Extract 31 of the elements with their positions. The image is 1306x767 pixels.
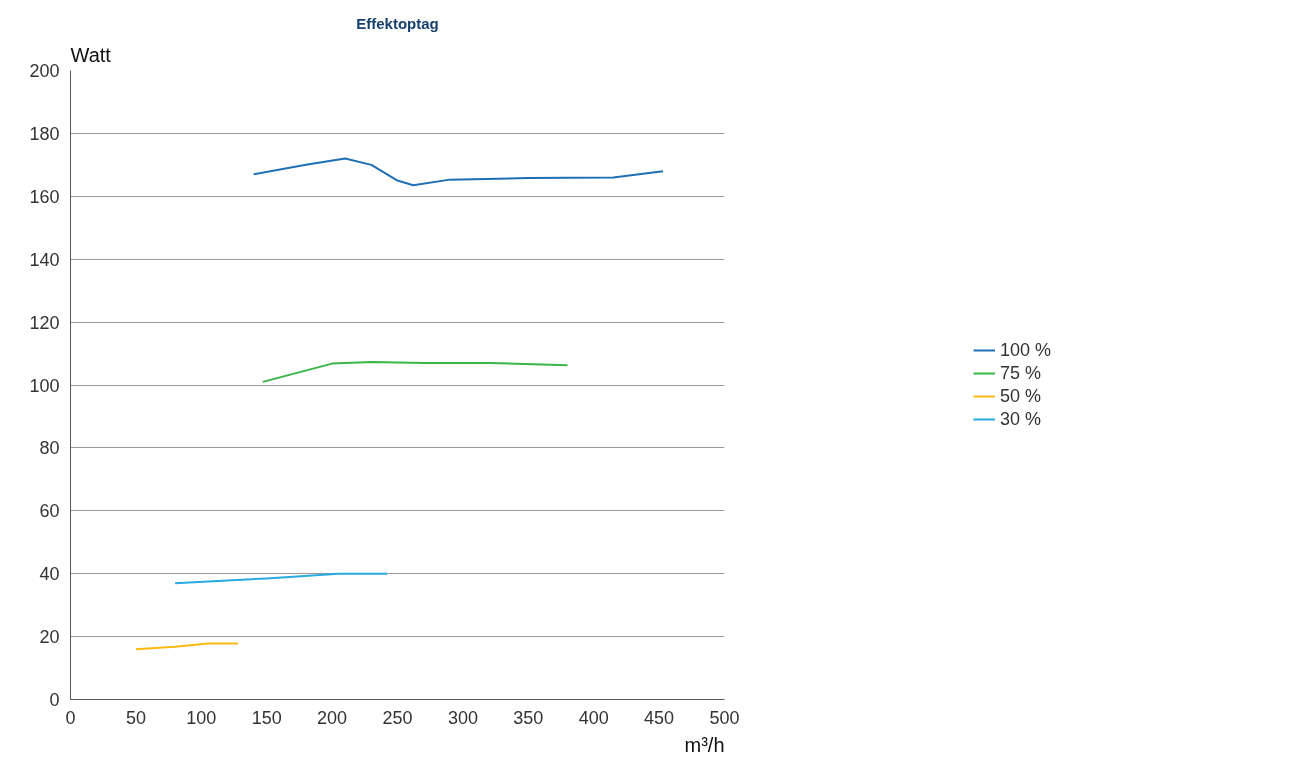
x-tick-label: 400: [578, 707, 609, 728]
x-tick-label: 50: [125, 707, 146, 728]
y-tick-label: 40: [39, 564, 60, 585]
legend-label: 30 %: [999, 408, 1042, 430]
y-tick-label: 80: [39, 438, 60, 459]
line-series: [252, 157, 665, 187]
x-tick-label: 100: [186, 707, 217, 728]
chart-title: Effektoptag: [356, 14, 439, 32]
legend-label: 100 %: [999, 339, 1052, 361]
y-tick-label: 20: [39, 627, 60, 648]
legend-label: 75 %: [999, 362, 1042, 384]
x-tick-label: 500: [709, 707, 740, 728]
x-tick-label: 300: [447, 707, 478, 728]
legend-label: 50 %: [999, 385, 1042, 407]
y-tick-label: 120: [29, 312, 60, 333]
y-tick-label: 180: [29, 123, 60, 144]
x-tick-label: 450: [644, 707, 675, 728]
x-tick-label: 250: [382, 707, 413, 728]
x-tick-label: 0: [65, 707, 76, 728]
x-tick-label: 350: [513, 707, 544, 728]
x-tick-label: 200: [317, 707, 348, 728]
x-tick-label: 150: [251, 707, 282, 728]
y-tick-label: 100: [29, 375, 60, 396]
y-tick-label: 140: [29, 249, 60, 270]
y-axis-title: Watt: [70, 43, 112, 66]
line-series: [261, 361, 569, 383]
y-tick-label: 60: [39, 501, 60, 522]
x-axis-title: m³/h: [684, 733, 725, 756]
y-tick-label: 0: [49, 690, 60, 710]
y-tick-label: 160: [29, 186, 60, 207]
y-tick-label: 200: [29, 61, 60, 81]
